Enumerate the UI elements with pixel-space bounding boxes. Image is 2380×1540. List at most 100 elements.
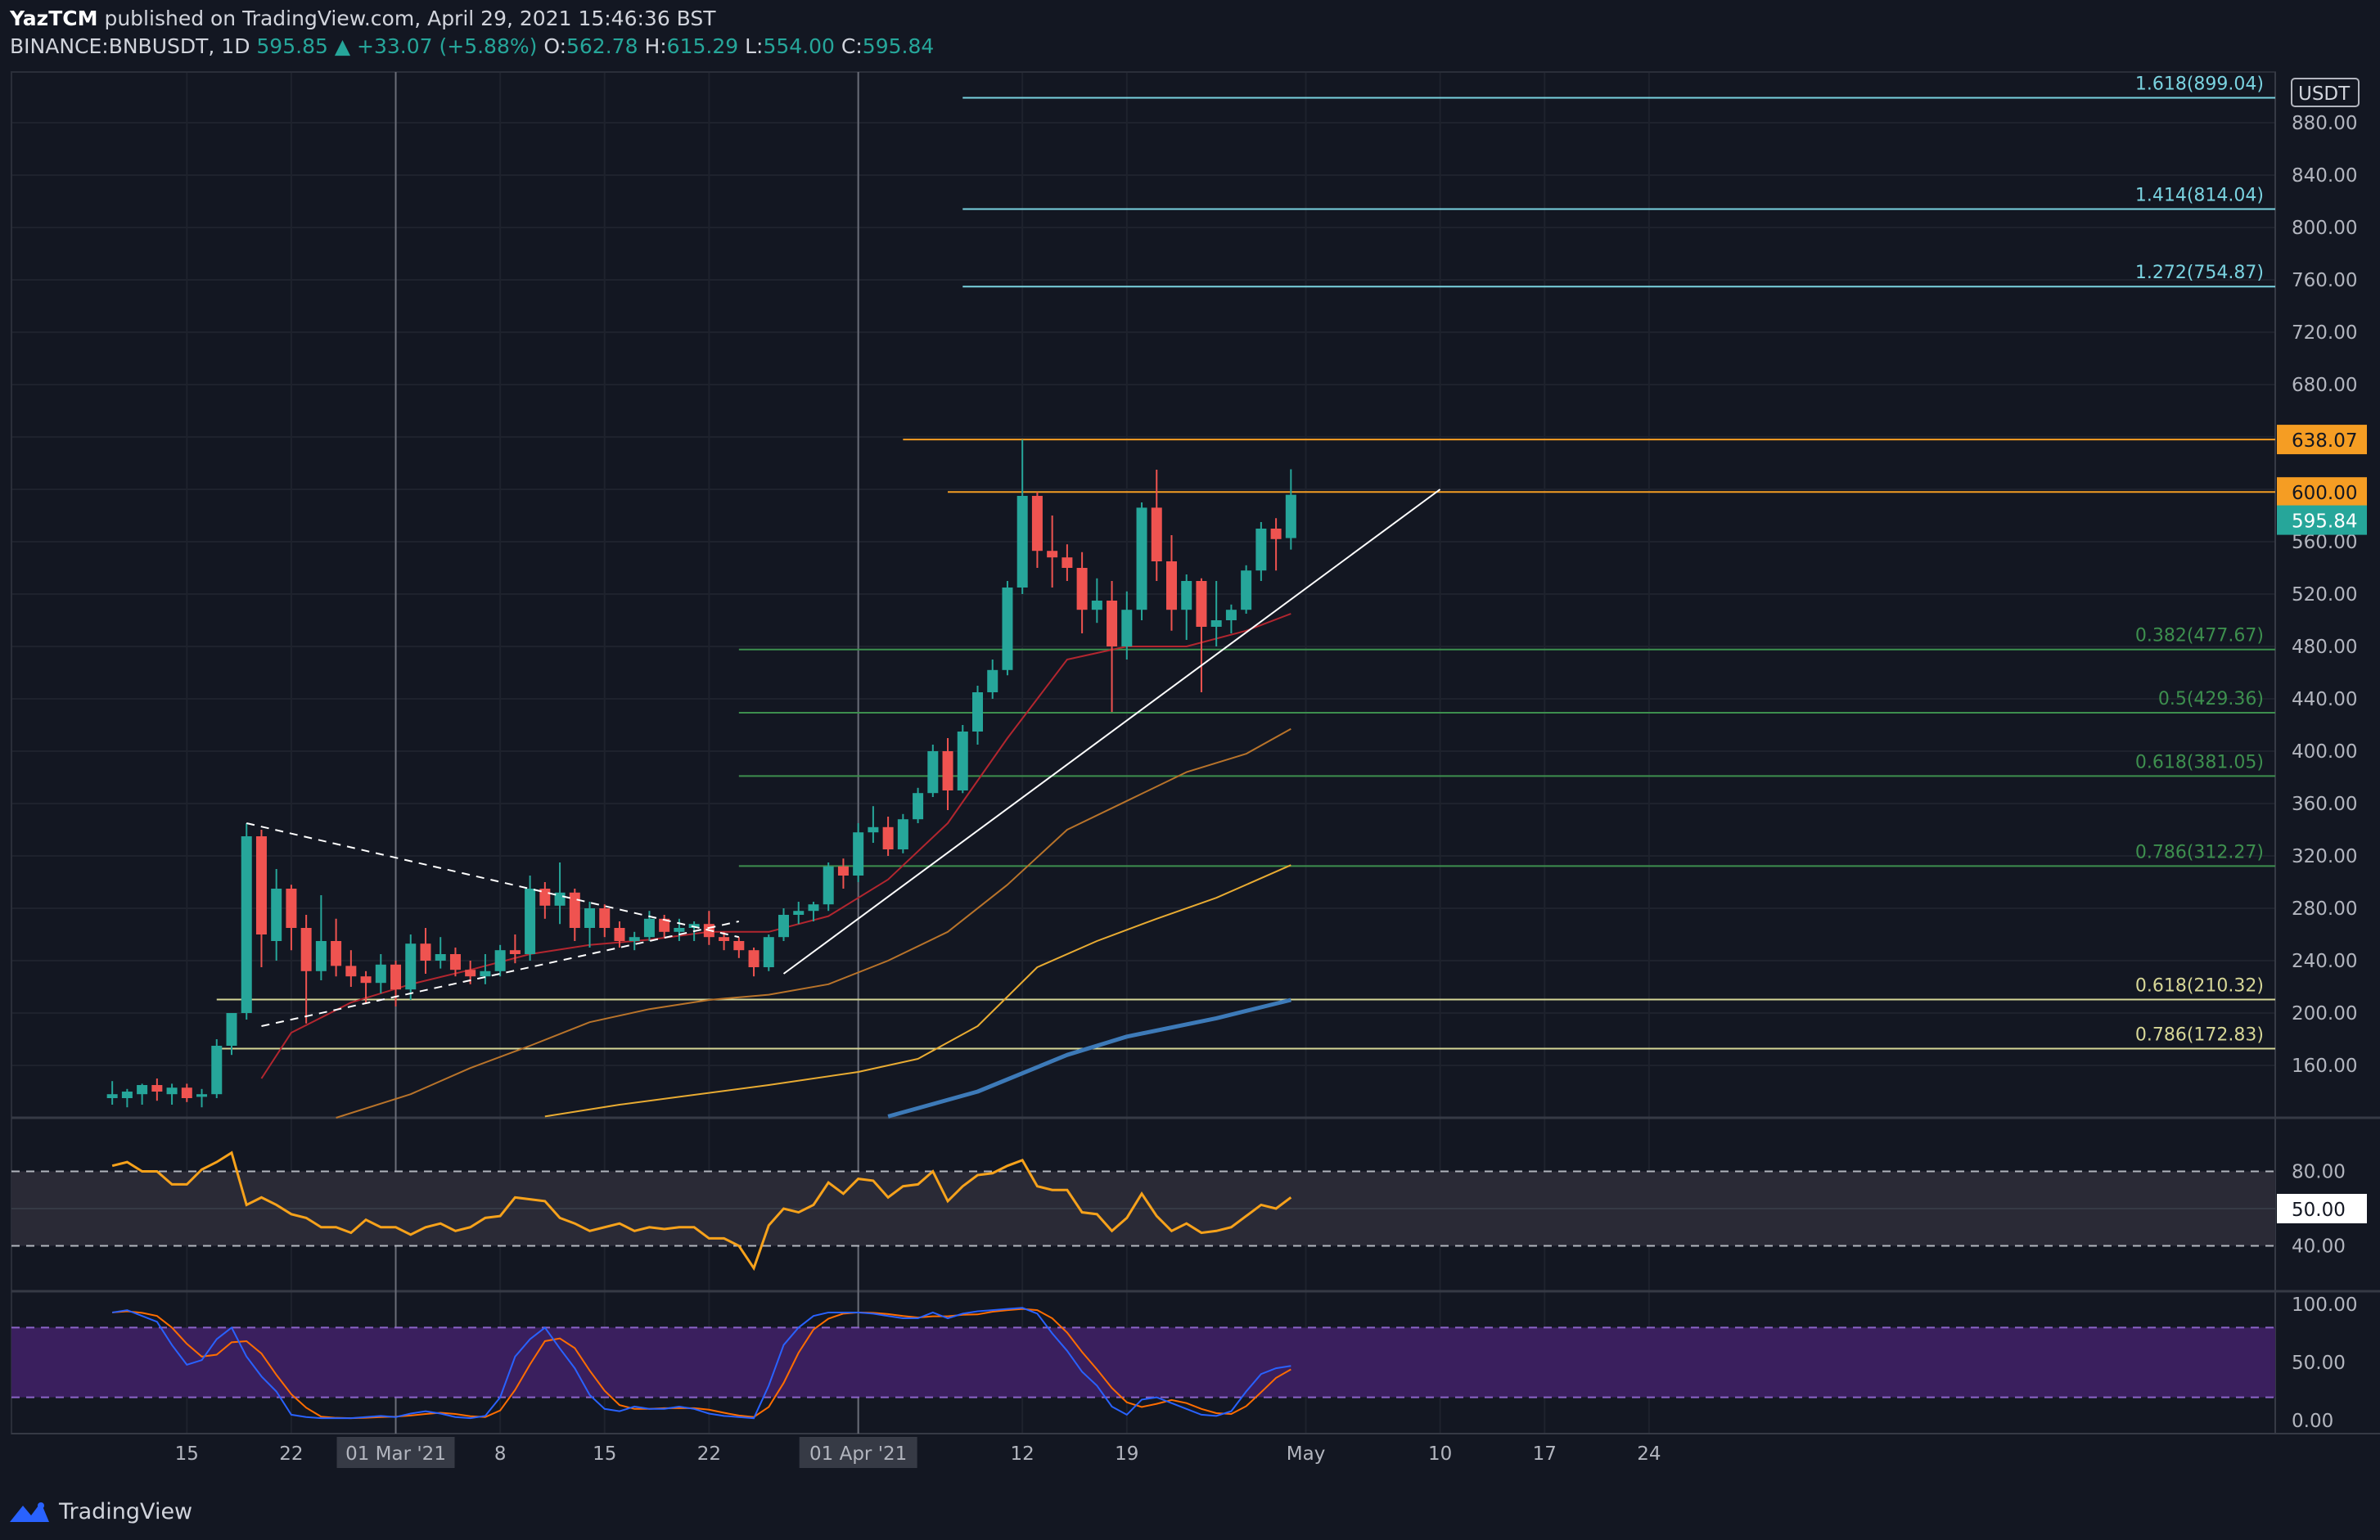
candle[interactable] <box>196 1088 208 1108</box>
candle[interactable] <box>420 928 431 974</box>
candle[interactable] <box>987 660 998 699</box>
candle[interactable] <box>659 915 670 938</box>
candle[interactable] <box>360 970 372 1003</box>
candle[interactable] <box>345 950 357 987</box>
candle[interactable] <box>1031 492 1043 568</box>
stoch-d-line[interactable] <box>112 1308 1291 1420</box>
candle[interactable] <box>1270 518 1282 571</box>
candle[interactable] <box>584 902 596 948</box>
candle[interactable] <box>733 937 745 958</box>
candle[interactable] <box>599 904 611 938</box>
candle[interactable] <box>331 918 342 977</box>
candle[interactable] <box>271 869 282 961</box>
candle[interactable] <box>957 725 968 794</box>
candle[interactable] <box>286 885 297 951</box>
candle[interactable] <box>569 889 580 941</box>
candle[interactable] <box>614 921 625 948</box>
time-tick-label: 22 <box>697 1443 721 1465</box>
rsi-pane[interactable]: 40.00 80.00 50.00 <box>11 1150 2367 1272</box>
candle[interactable] <box>166 1083 178 1105</box>
candle[interactable] <box>793 902 805 925</box>
stoch-k-line[interactable] <box>112 1307 1291 1420</box>
candle[interactable] <box>539 882 551 919</box>
candle[interactable] <box>255 830 267 967</box>
candle[interactable] <box>1047 516 1058 588</box>
candle[interactable] <box>868 806 879 843</box>
candle[interactable] <box>509 934 521 964</box>
candle[interactable] <box>151 1078 163 1101</box>
publisher-name[interactable]: YazTCM <box>10 7 98 30</box>
candle[interactable] <box>480 954 491 984</box>
candle[interactable] <box>643 911 655 941</box>
candle[interactable] <box>1285 469 1296 550</box>
candle[interactable] <box>1181 574 1192 640</box>
candle[interactable] <box>1121 591 1133 660</box>
candle[interactable] <box>1225 604 1237 633</box>
candle[interactable] <box>808 902 819 921</box>
candle[interactable] <box>823 862 834 912</box>
candle[interactable] <box>1241 565 1252 614</box>
rsi-line[interactable] <box>111 1150 1292 1272</box>
candle[interactable] <box>435 937 446 969</box>
candle[interactable] <box>1136 502 1147 620</box>
candle[interactable] <box>1196 578 1207 692</box>
candle[interactable] <box>137 1083 148 1105</box>
candle[interactable] <box>1091 578 1102 624</box>
trend-line-solid[interactable] <box>782 489 1441 975</box>
candle[interactable] <box>927 745 939 797</box>
candle[interactable] <box>748 948 760 977</box>
candle[interactable] <box>226 1013 237 1056</box>
candle[interactable] <box>449 948 461 977</box>
axes[interactable]: 160.00200.00240.00280.00320.00360.00400.… <box>175 78 2367 1468</box>
candle[interactable] <box>882 817 894 856</box>
candle[interactable] <box>1210 581 1222 646</box>
candle[interactable] <box>106 1081 118 1105</box>
candle[interactable] <box>942 738 953 810</box>
candle[interactable] <box>972 686 983 745</box>
candle[interactable] <box>241 823 252 1020</box>
candle[interactable] <box>913 787 924 823</box>
candle[interactable] <box>674 918 685 941</box>
candle[interactable] <box>554 862 566 925</box>
candle[interactable] <box>390 961 402 1006</box>
candle[interactable] <box>315 895 327 980</box>
candle[interactable] <box>1016 439 1028 594</box>
trend-lines[interactable] <box>246 489 1441 1027</box>
price-tick-label: 680.00 <box>2292 375 2357 396</box>
candle[interactable] <box>211 1039 223 1098</box>
trend-line-dashed[interactable] <box>246 822 740 939</box>
currency-box[interactable] <box>2291 78 2360 107</box>
symbol-label[interactable]: BINANCE:BNBUSDT, 1D <box>10 34 250 58</box>
close-value: 595.84 <box>862 34 935 58</box>
candle[interactable] <box>1165 535 1177 631</box>
candle[interactable] <box>525 876 536 961</box>
candle[interactable] <box>121 1088 133 1108</box>
candle[interactable] <box>1107 581 1118 712</box>
candle[interactable] <box>1076 552 1088 633</box>
candle[interactable] <box>1062 544 1073 581</box>
candle-body <box>1151 507 1162 561</box>
candle[interactable] <box>1151 470 1162 581</box>
candle[interactable] <box>405 934 417 1000</box>
candle-body <box>137 1085 148 1095</box>
candle[interactable] <box>763 934 774 971</box>
candle[interactable] <box>375 954 386 993</box>
candle-body <box>987 669 998 692</box>
candle[interactable] <box>300 915 312 1024</box>
candle[interactable] <box>897 813 908 853</box>
candle[interactable] <box>778 908 790 941</box>
candle[interactable] <box>1002 581 1013 676</box>
trend-line-dashed[interactable] <box>261 921 740 1027</box>
candle[interactable] <box>853 823 864 882</box>
candle[interactable] <box>719 931 730 951</box>
stoch-rsi-pane[interactable]: 0.00 50.00 100.00 <box>11 1295 2357 1432</box>
candle-body <box>942 751 953 790</box>
candle[interactable] <box>629 931 640 951</box>
candle[interactable] <box>494 944 506 977</box>
candle[interactable] <box>837 858 849 889</box>
candle[interactable] <box>181 1083 192 1102</box>
candle[interactable] <box>1255 522 1267 581</box>
candle-body <box>853 832 864 876</box>
candles[interactable] <box>106 439 1296 1108</box>
